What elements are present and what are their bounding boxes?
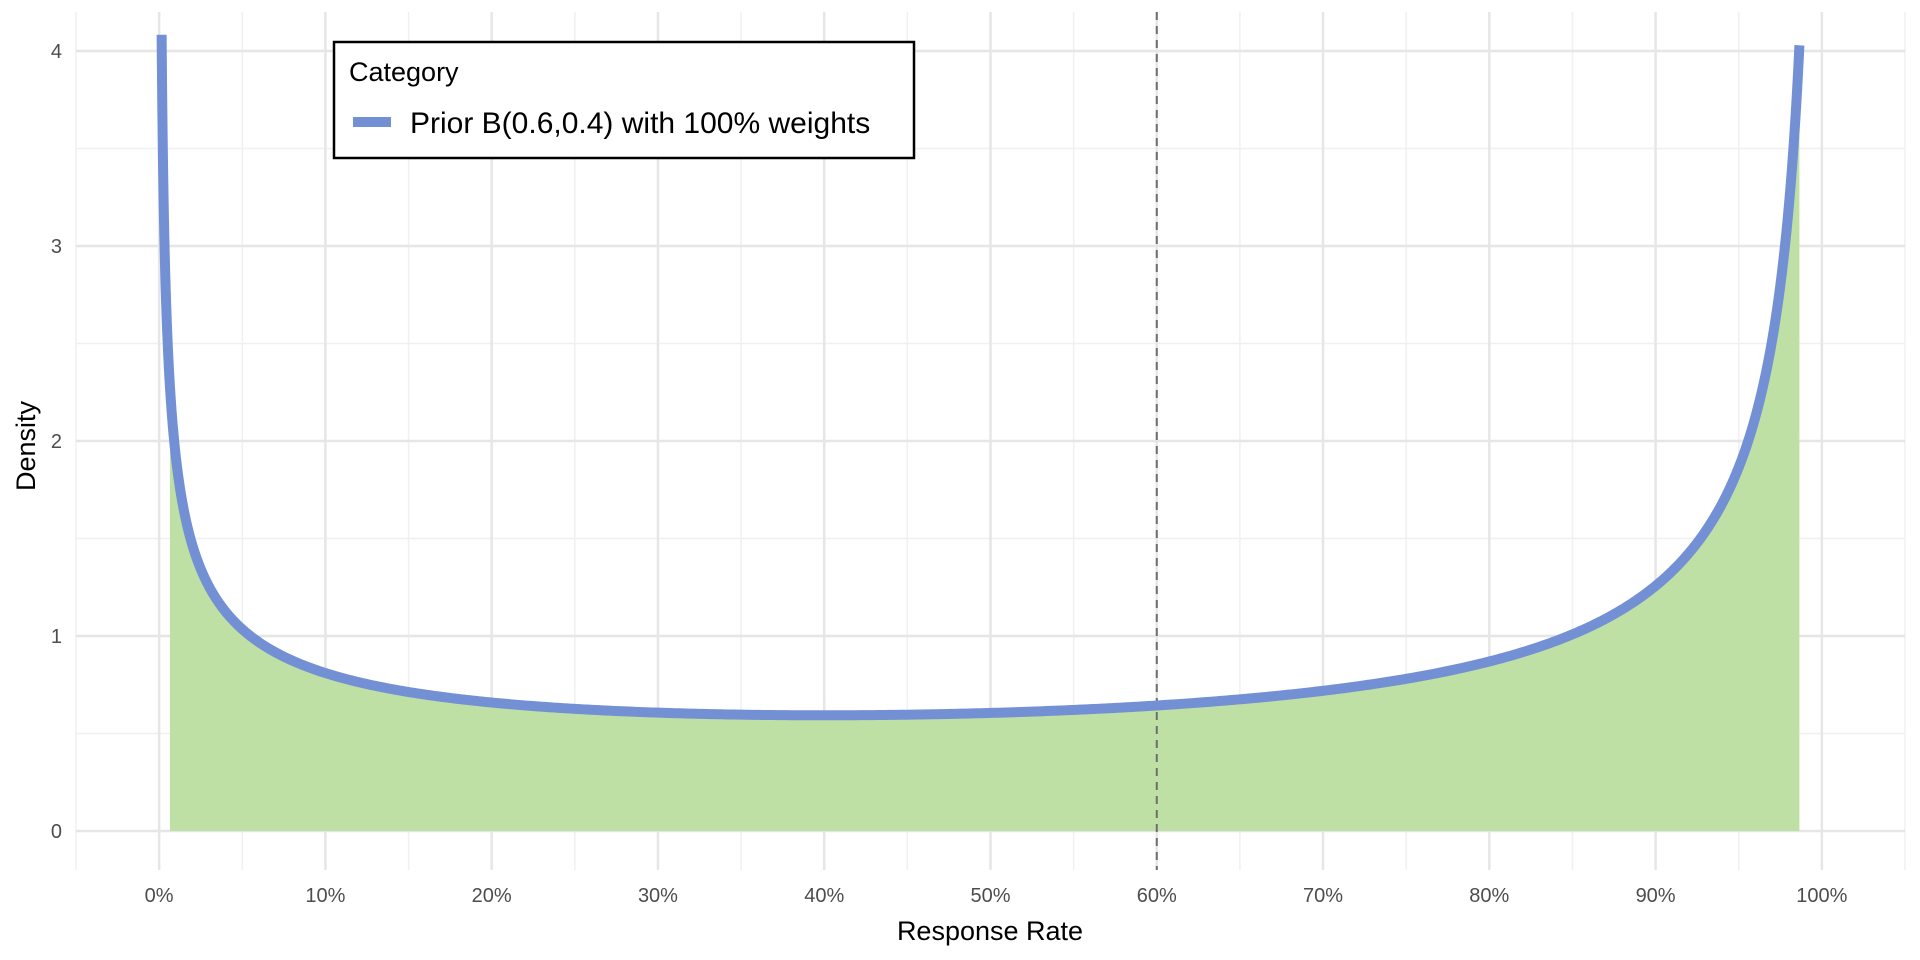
legend-box — [332, 40, 916, 160]
x-tick-label: 90% — [1636, 885, 1676, 907]
y-tick-label: 1 — [51, 626, 62, 648]
y-tick-label: 0 — [51, 821, 62, 843]
y-axis-title: Density — [11, 400, 41, 491]
y-axis-ticks: 0 1 2 3 4 — [51, 41, 62, 843]
x-tick-label: 40% — [804, 885, 844, 907]
x-tick-label: 100% — [1796, 885, 1847, 907]
x-tick-label: 30% — [638, 885, 678, 907]
x-tick-label: 60% — [1137, 885, 1177, 907]
series-line-prior-beta — [156, 30, 1805, 721]
density-area-fill — [169, 45, 1800, 832]
x-tick-label: 50% — [970, 885, 1010, 907]
x-tick-label: 10% — [305, 885, 345, 907]
x-tick-label: 0% — [145, 885, 174, 907]
legend-title: Category — [349, 57, 459, 87]
x-tick-label: 80% — [1469, 885, 1509, 907]
y-tick-label: 3 — [51, 236, 62, 258]
y-tick-label: 4 — [51, 41, 62, 63]
x-tick-label: 20% — [472, 885, 512, 907]
x-axis-ticks: 0% 10% 20% 30% 40% 50% 60% 70% 80% 90% 100% — [145, 885, 1848, 907]
y-tick-label: 2 — [51, 431, 62, 453]
legend-entry-label: Prior B(0.6,0.4) with 100% weights — [410, 107, 870, 140]
x-axis-title: Response Rate — [897, 916, 1083, 946]
x-tick-label: 70% — [1303, 885, 1343, 907]
legend: Category Prior B(0.6,0.4) with 100% weig… — [332, 40, 916, 160]
